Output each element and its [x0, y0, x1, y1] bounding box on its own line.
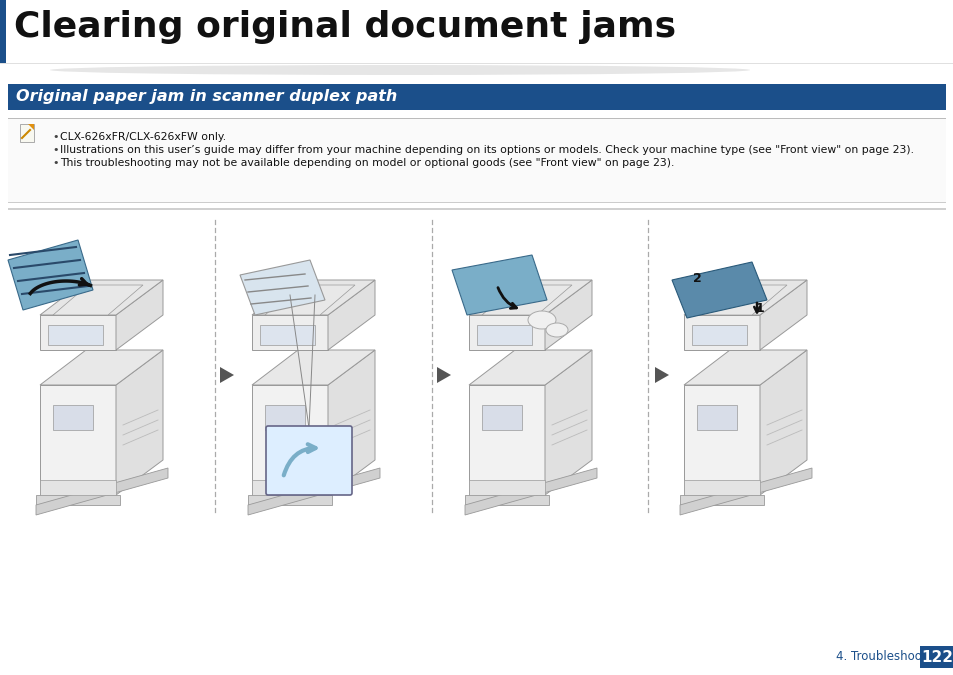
- Polygon shape: [469, 350, 592, 385]
- Bar: [919, 646, 953, 668]
- Polygon shape: [265, 285, 355, 315]
- Polygon shape: [248, 468, 379, 515]
- Polygon shape: [260, 325, 314, 345]
- Polygon shape: [220, 367, 233, 383]
- Bar: [8, 84, 945, 110]
- Polygon shape: [240, 260, 325, 315]
- Polygon shape: [683, 480, 760, 495]
- Bar: [0, 63, 953, 64]
- Polygon shape: [691, 325, 746, 345]
- Polygon shape: [436, 367, 451, 383]
- Bar: [20, 124, 34, 142]
- Text: Clearing original document jams: Clearing original document jams: [14, 10, 676, 44]
- Polygon shape: [48, 325, 103, 345]
- Polygon shape: [671, 262, 766, 318]
- Polygon shape: [40, 315, 116, 350]
- Polygon shape: [683, 315, 760, 350]
- Ellipse shape: [50, 65, 749, 75]
- Bar: [8, 202, 945, 203]
- Polygon shape: [116, 280, 163, 350]
- Polygon shape: [53, 405, 92, 430]
- Polygon shape: [36, 468, 168, 515]
- Polygon shape: [469, 385, 544, 495]
- Ellipse shape: [527, 311, 556, 329]
- Polygon shape: [481, 285, 572, 315]
- Polygon shape: [679, 468, 811, 515]
- Polygon shape: [452, 255, 546, 315]
- Text: •: •: [52, 158, 58, 168]
- Text: This troubleshooting may not be available depending on model or optional goods (: This troubleshooting may not be availabl…: [60, 158, 674, 168]
- Polygon shape: [464, 468, 597, 515]
- Text: •: •: [52, 145, 58, 155]
- Polygon shape: [697, 405, 737, 430]
- Polygon shape: [328, 350, 375, 495]
- Text: CLX-626xFR/CLX-626xFW only.: CLX-626xFR/CLX-626xFW only.: [60, 132, 226, 142]
- Polygon shape: [252, 315, 328, 350]
- Polygon shape: [469, 315, 544, 350]
- Polygon shape: [40, 480, 116, 495]
- Text: Illustrations on this user’s guide may differ from your machine depending on its: Illustrations on this user’s guide may d…: [60, 145, 913, 155]
- Polygon shape: [252, 280, 375, 315]
- Text: Original paper jam in scanner duplex path: Original paper jam in scanner duplex pat…: [16, 90, 396, 105]
- Polygon shape: [683, 350, 806, 385]
- Polygon shape: [265, 405, 305, 430]
- Polygon shape: [683, 385, 760, 495]
- Polygon shape: [760, 280, 806, 350]
- Polygon shape: [544, 350, 592, 495]
- Text: •: •: [52, 132, 58, 142]
- Polygon shape: [469, 480, 544, 495]
- Polygon shape: [40, 350, 163, 385]
- Polygon shape: [252, 350, 375, 385]
- Polygon shape: [464, 495, 548, 505]
- Polygon shape: [28, 124, 34, 130]
- Polygon shape: [760, 350, 806, 495]
- Polygon shape: [40, 385, 116, 495]
- Polygon shape: [476, 325, 532, 345]
- Polygon shape: [252, 480, 328, 495]
- Polygon shape: [544, 280, 592, 350]
- Bar: [8, 118, 945, 119]
- Polygon shape: [469, 280, 592, 315]
- Text: 4. Troubleshooting: 4. Troubleshooting: [835, 650, 944, 663]
- Text: 122: 122: [920, 649, 952, 664]
- Text: 1: 1: [755, 302, 763, 315]
- Polygon shape: [8, 240, 92, 310]
- Polygon shape: [328, 280, 375, 350]
- Polygon shape: [655, 367, 668, 383]
- Polygon shape: [679, 495, 763, 505]
- Bar: [8, 119, 945, 202]
- Polygon shape: [481, 405, 521, 430]
- Polygon shape: [36, 495, 120, 505]
- Polygon shape: [116, 350, 163, 495]
- Polygon shape: [53, 285, 143, 315]
- Text: 2: 2: [692, 271, 700, 284]
- Polygon shape: [248, 495, 332, 505]
- FancyBboxPatch shape: [266, 426, 352, 495]
- Polygon shape: [40, 280, 163, 315]
- Bar: [8, 208, 945, 209]
- Polygon shape: [683, 280, 806, 315]
- Ellipse shape: [545, 323, 567, 337]
- Bar: [0, 0, 6, 63]
- Polygon shape: [252, 385, 328, 495]
- Polygon shape: [697, 285, 786, 315]
